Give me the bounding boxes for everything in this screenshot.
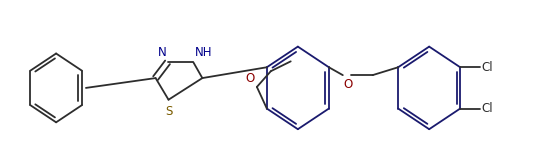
- Text: N: N: [158, 46, 167, 59]
- Text: NH: NH: [195, 46, 212, 59]
- Text: Cl: Cl: [481, 61, 493, 74]
- Text: O: O: [344, 78, 353, 91]
- Text: Cl: Cl: [481, 102, 493, 115]
- Text: S: S: [165, 105, 172, 118]
- Text: O: O: [246, 72, 255, 85]
